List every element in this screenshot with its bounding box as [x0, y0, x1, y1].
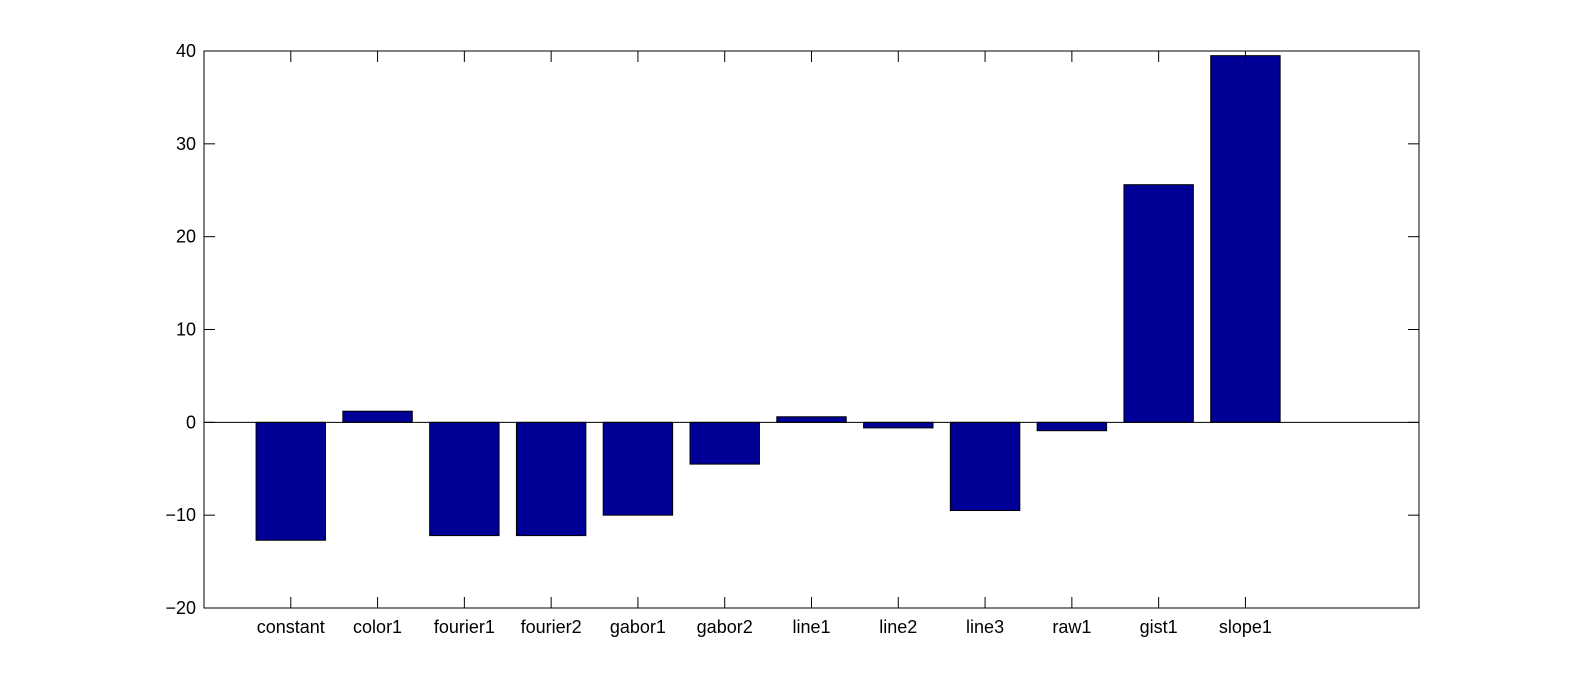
x-tick-label: gist1 [1140, 617, 1178, 637]
bar-raw1 [1036, 421, 1108, 432]
bars-layer [255, 55, 1281, 541]
ticks-layer [204, 50, 1419, 609]
x-tick-label: line2 [879, 617, 917, 637]
bar-constant [255, 421, 327, 541]
x-tick-label: line3 [966, 617, 1004, 637]
x-tick-label: raw1 [1052, 617, 1091, 637]
bar-gabor2 [689, 421, 760, 465]
bar-gist1 [1123, 184, 1194, 423]
x-tick-label: slope1 [1219, 617, 1272, 637]
y-tick-label: −20 [165, 598, 196, 618]
y-tick-label: −10 [165, 505, 196, 525]
y-tick-label: 0 [186, 412, 196, 432]
bar-color1 [342, 410, 413, 423]
y-tick-label: 20 [176, 227, 196, 247]
bar-slope1 [1210, 55, 1281, 423]
y-tick-label: 30 [176, 134, 196, 154]
bar-fourier1 [429, 421, 500, 537]
x-tick-label: fourier1 [434, 617, 495, 637]
bar-gabor1 [602, 421, 674, 516]
labels-layer: constant color1 fourier1 fourier2 gabor1 gabo… [165, 41, 1271, 637]
bar-line1 [776, 416, 847, 423]
y-tick-label: 40 [176, 41, 196, 61]
x-tick-label: gabor1 [610, 617, 666, 637]
x-tick-label: constant [257, 617, 325, 637]
y-tick-label: 10 [176, 320, 196, 340]
bar-line2 [863, 421, 934, 429]
bar-fourier2 [515, 421, 587, 537]
x-tick-label: color1 [353, 617, 402, 637]
bar-line3 [949, 421, 1021, 512]
x-tick-label: fourier2 [521, 617, 582, 637]
x-tick-label: gabor2 [697, 617, 753, 637]
x-tick-label: line1 [792, 617, 830, 637]
